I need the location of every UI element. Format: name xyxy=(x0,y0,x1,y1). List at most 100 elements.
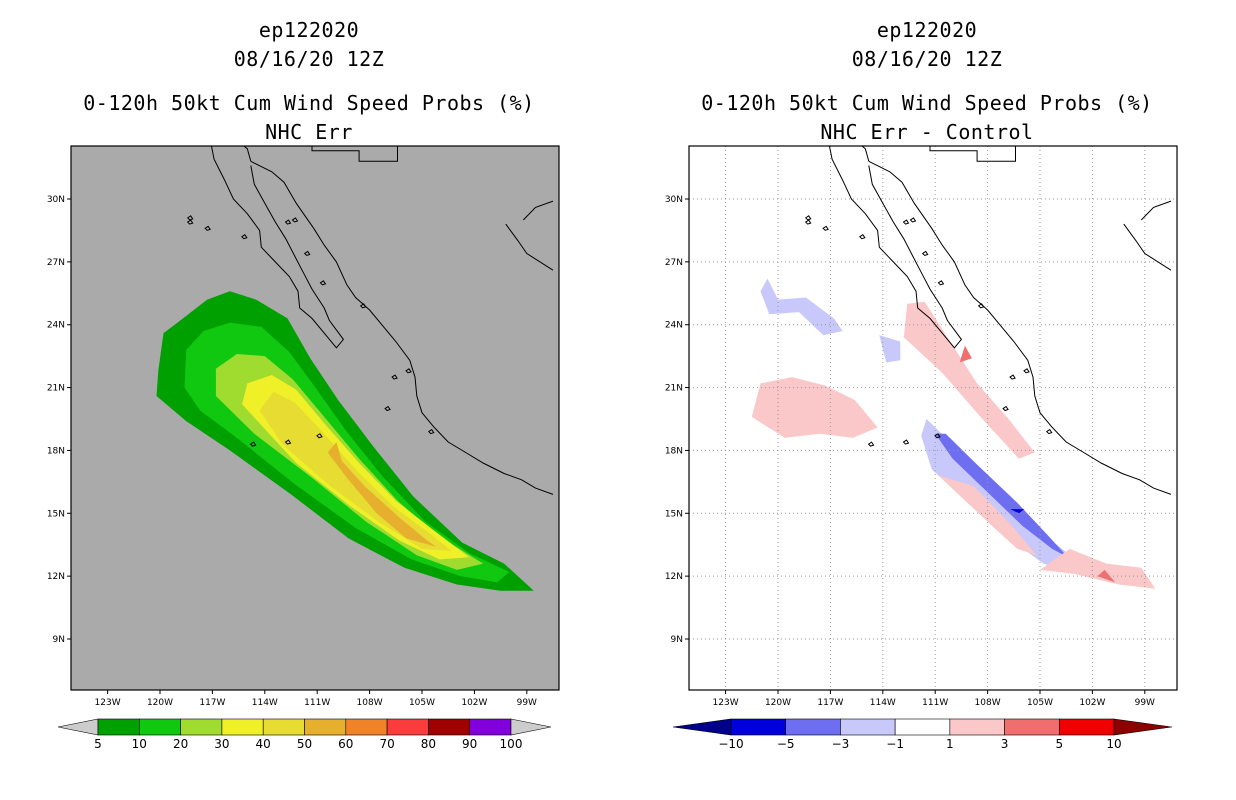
contour--1-4 xyxy=(879,335,901,363)
island-13 xyxy=(405,368,412,374)
x-tick-label: 99W xyxy=(517,698,537,708)
panel-nhc-err-minus-control: ep122020 08/16/20 12Z 0-120h 50kt Cum Wi… xyxy=(618,0,1236,800)
panel-title-field: NHC Err - Control xyxy=(820,120,1034,144)
colorbar-swatch-5 xyxy=(304,718,347,736)
colorbar-swatch-8 xyxy=(428,718,470,736)
island-13 xyxy=(1023,368,1030,374)
colorbar-swatch-2 xyxy=(840,718,896,736)
x-tick-label: 111W xyxy=(304,698,330,708)
x-tick-label: 99W xyxy=(1135,698,1155,708)
x-tick-label: 117W xyxy=(199,698,225,708)
island-3 xyxy=(241,234,248,240)
panel-title-date: 08/16/20 12Z xyxy=(233,47,385,71)
y-tick-label: 12N xyxy=(47,572,65,582)
colorbar-label: 80 xyxy=(421,737,436,751)
contour-3-9 xyxy=(959,345,972,363)
plot-area xyxy=(156,146,554,591)
y-tick-label: 15N xyxy=(47,509,65,519)
colorbar-swatch-3 xyxy=(894,718,951,736)
colorbar-label: −1 xyxy=(886,737,904,751)
island-6 xyxy=(902,219,910,225)
colorbar-label: 70 xyxy=(379,737,394,751)
x-tick-label: 105W xyxy=(409,698,435,708)
coastline-2 xyxy=(861,146,870,162)
colorbar-under-triangle xyxy=(672,718,732,736)
coastline-0 xyxy=(828,146,963,349)
x-tick-label: 120W xyxy=(147,698,173,708)
colorbar-label: 40 xyxy=(256,737,271,751)
x-tick-label: 114W xyxy=(252,698,278,708)
island-0 xyxy=(186,215,194,221)
island-3 xyxy=(859,234,866,240)
x-tick-label: 108W xyxy=(357,698,383,708)
plot-frame xyxy=(70,145,560,691)
colorbar-swatch-6 xyxy=(1058,718,1115,736)
y-tick-label: 24N xyxy=(665,321,683,331)
colorbar-over-triangle xyxy=(510,718,552,736)
colorbar-label: 3 xyxy=(1001,737,1009,751)
island-7 xyxy=(937,280,945,286)
island-6 xyxy=(284,219,292,225)
island-15 xyxy=(1045,428,1053,435)
x-tick-label: 105W xyxy=(1027,698,1053,708)
colorbar-swatch-1 xyxy=(139,718,181,736)
island-9 xyxy=(934,433,941,439)
coastline-3 xyxy=(311,146,398,162)
x-tick-label: 123W xyxy=(95,698,121,708)
x-tick-label: 108W xyxy=(975,698,1001,708)
contour-1-6 xyxy=(751,377,878,438)
island-11 xyxy=(284,439,292,445)
coastline-4 xyxy=(505,223,554,271)
coastline-0 xyxy=(210,146,345,349)
colorbar-swatch-1 xyxy=(785,718,841,736)
x-tick-label: 117W xyxy=(817,698,843,708)
colorbar-swatch-4 xyxy=(262,718,305,736)
colorbar-swatch-4 xyxy=(949,718,1005,736)
island-14 xyxy=(1002,405,1009,412)
y-tick-label: 18N xyxy=(665,446,683,456)
panel-title-storm-id: ep122020 xyxy=(876,18,978,42)
colorbar-label: −10 xyxy=(718,737,743,751)
island-11 xyxy=(902,439,910,445)
contour-1-5 xyxy=(903,301,1035,459)
island-10 xyxy=(249,441,257,447)
island-1 xyxy=(804,219,812,225)
colorbar-label: 1 xyxy=(946,737,954,751)
colorbar-swatch-2 xyxy=(180,718,223,736)
y-tick-label: 30N xyxy=(47,195,65,205)
island-4 xyxy=(909,217,917,223)
colorbar-swatch-6 xyxy=(345,718,388,736)
panel-title-date: 08/16/20 12Z xyxy=(851,47,1003,71)
chart-plot-left: 123W 120W 117W 114W 111W 108W 105W 102W 99W 9N 12N… xyxy=(47,145,560,751)
x-tick-label: 102W xyxy=(1079,698,1105,708)
colorbar-label: 60 xyxy=(338,737,353,751)
y-tick-label: 21N xyxy=(47,384,65,394)
colorbar-swatch-0 xyxy=(97,718,140,736)
y-tick-label: 9N xyxy=(671,635,683,645)
island-10 xyxy=(867,441,875,447)
colorbar-label: 50 xyxy=(297,737,312,751)
y-tick-label: 27N xyxy=(47,258,65,268)
colorbar-label: 10 xyxy=(132,737,147,751)
island-2 xyxy=(822,225,829,231)
y-tick-label: 15N xyxy=(665,509,683,519)
island-5 xyxy=(303,250,311,257)
x-tick-label: 111W xyxy=(922,698,948,708)
island-0 xyxy=(804,215,812,221)
colorbar-label: 10 xyxy=(1106,737,1121,751)
panel-title-product: 0-120h 50kt Cum Wind Speed Probs (%) xyxy=(701,91,1153,115)
plot-frame xyxy=(688,145,1178,691)
panel-title-product: 0-120h 50kt Cum Wind Speed Probs (%) xyxy=(83,91,535,115)
contour-1-8 xyxy=(1040,548,1156,589)
coastline-5 xyxy=(522,200,554,221)
colorbar-swatch-9 xyxy=(469,718,512,736)
colorbar-label: 5 xyxy=(1055,737,1063,751)
island-1 xyxy=(186,219,194,225)
island-4 xyxy=(291,217,299,223)
colorbar-swatch-0 xyxy=(730,718,787,736)
x-tick-label: 114W xyxy=(870,698,896,708)
island-15 xyxy=(427,428,435,435)
coastline-2 xyxy=(243,146,252,162)
y-tick-label: 9N xyxy=(53,635,65,645)
colorbar: 5 10 20 30 40 50 60 70 80 90 100 xyxy=(57,718,552,751)
